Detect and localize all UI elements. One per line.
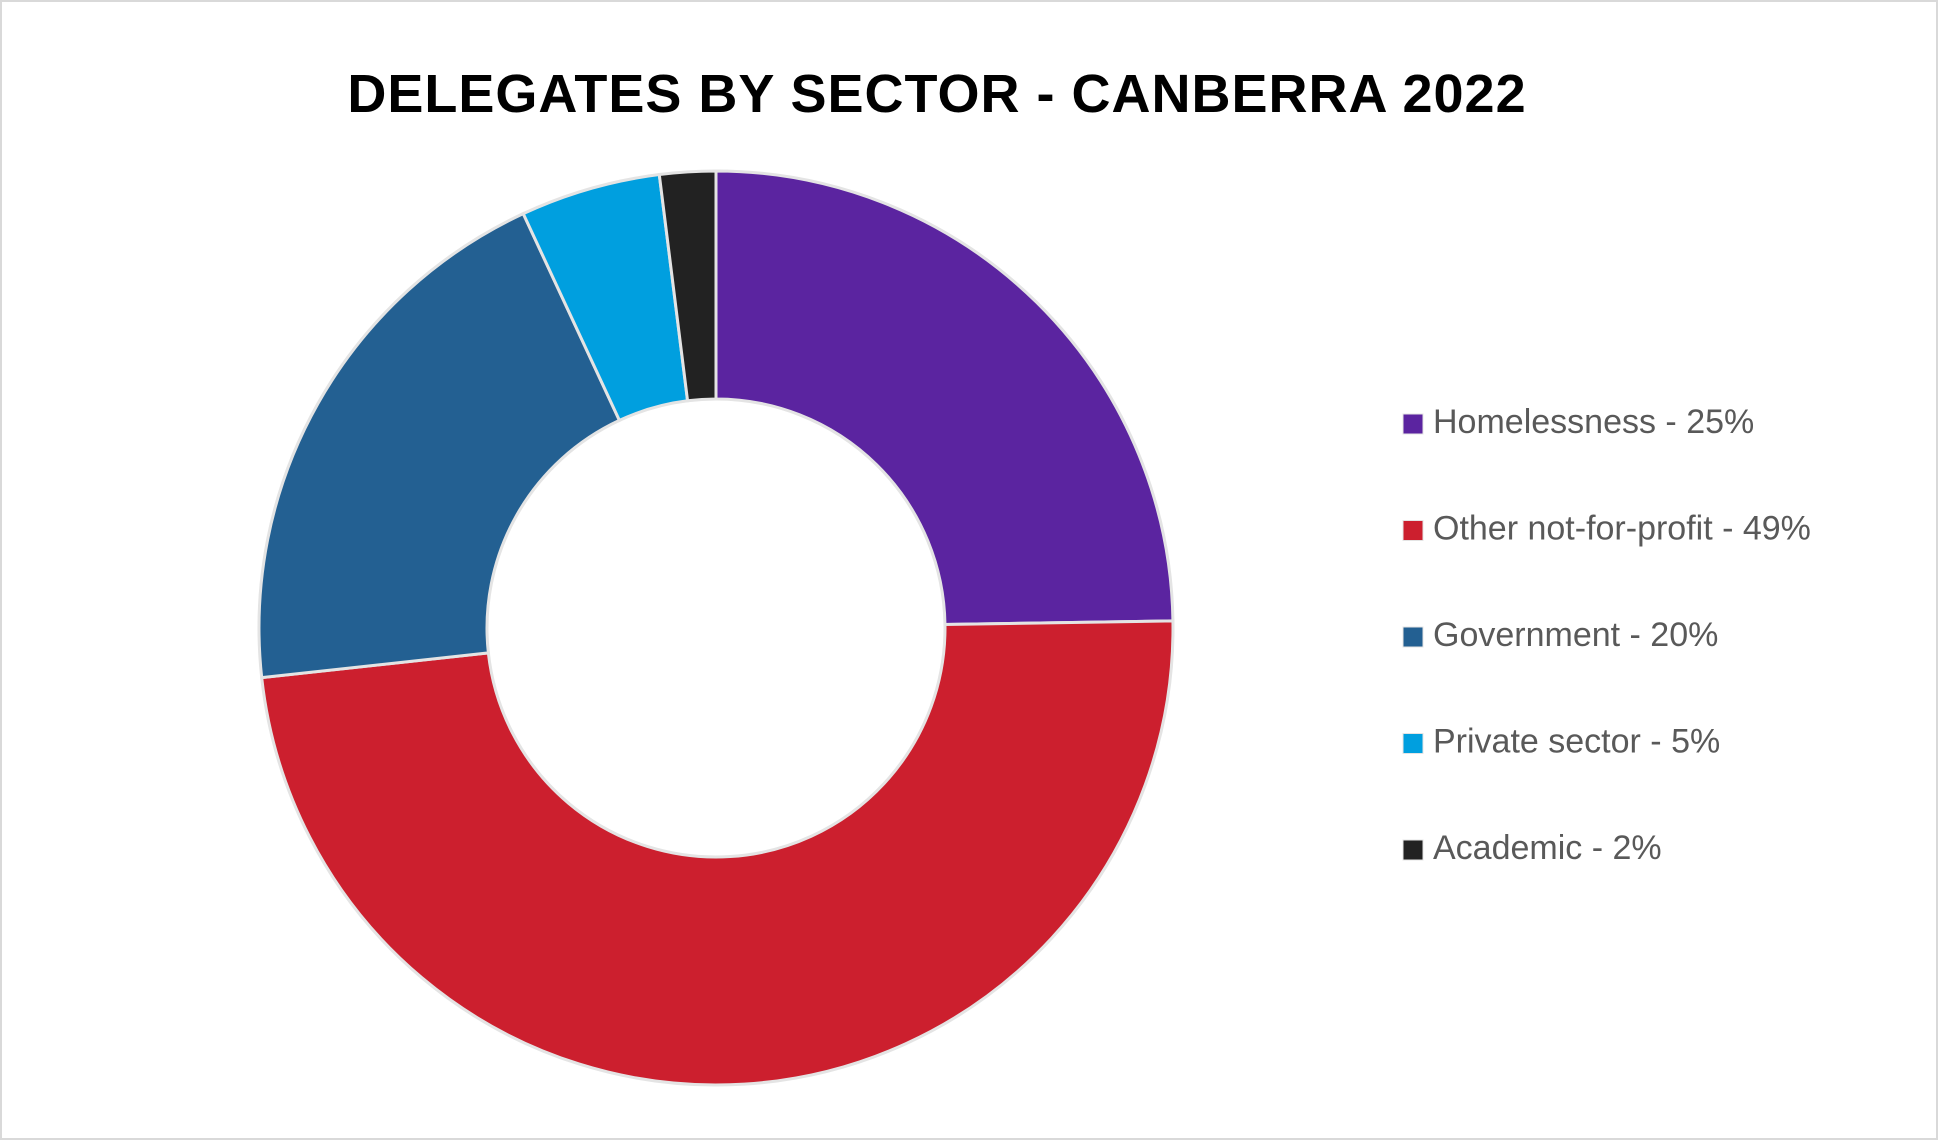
legend-label: Homelessness - 25% [1433,403,1754,441]
legend-label: Other not-for-profit - 49% [1433,509,1811,547]
legend-swatch [1402,626,1424,648]
legend-swatch [1402,733,1424,754]
donut-segment [260,619,1175,1087]
legend-label: Academic - 2% [1433,829,1662,867]
legend-swatch [1402,839,1424,861]
legend-swatch [1402,520,1424,541]
legend-swatch [1402,413,1424,435]
legend-label: Government - 20% [1433,616,1718,654]
legend-label: Private sector - 5% [1433,722,1720,760]
chart-title: DELEGATES BY SECTOR - CANBERRA 2022 [347,64,1526,124]
donut-segment [257,211,622,680]
donut-segment [714,169,1175,626]
donut-segment [657,169,718,403]
